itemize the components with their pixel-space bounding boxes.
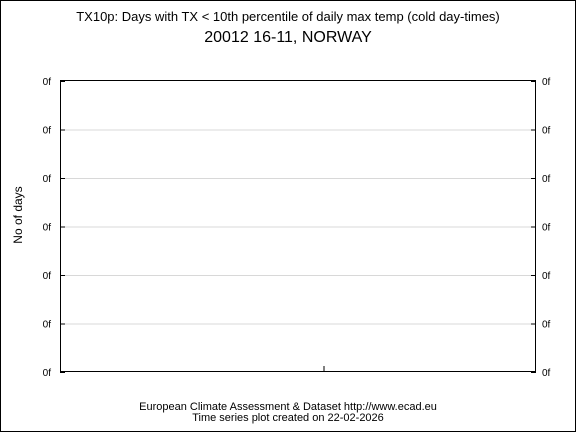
y-tick-label-right: 0f [542, 223, 551, 234]
y-tick-label-left: 0f [43, 223, 52, 234]
y-tick-label-left: 0f [43, 320, 52, 331]
y-tick-label-left: 0f [43, 368, 52, 379]
y-tick-label-left: 0f [43, 271, 52, 282]
y-tick-label-left: 0f [43, 77, 52, 88]
y-tick-label-left: 0f [43, 126, 52, 137]
left-y-tick-labels: 0f 0f 0f 0f 0f 0f 0f [43, 77, 65, 379]
footer-credit: European Climate Assessment & Dataset ht… [139, 401, 437, 413]
plot-area [60, 80, 536, 372]
y-axis-label: No of days [11, 186, 25, 243]
y-tick-label-right: 0f [542, 77, 551, 88]
y-tick-label-right: 0f [542, 368, 551, 379]
footer-created: Time series plot created on 22-02-2026 [192, 412, 384, 424]
y-tick-label-left: 0f [43, 174, 52, 185]
y-tick-label-right: 0f [542, 271, 551, 282]
gridlines [60, 129, 536, 325]
chart-subtitle: 20012 16-11, NORWAY [204, 29, 372, 46]
y-tick-label-right: 0f [542, 174, 551, 185]
y-tick-label-right: 0f [542, 320, 551, 331]
y-tick-label-right: 0f [542, 126, 551, 137]
chart-title: TX10p: Days with TX < 10th percentile of… [76, 9, 500, 24]
right-y-tick-labels: 0f 0f 0f 0f 0f 0f 0f [531, 77, 551, 379]
